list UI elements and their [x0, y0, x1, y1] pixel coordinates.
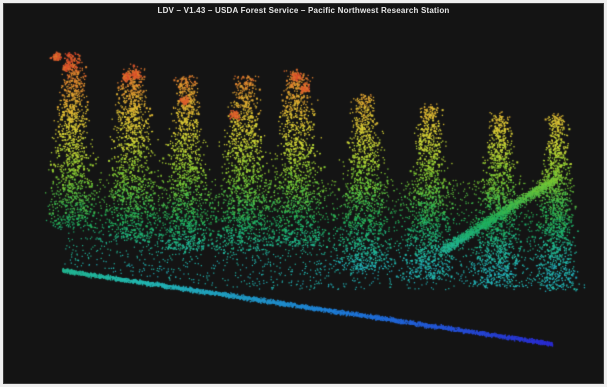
lidar-point-cloud[interactable] [4, 4, 603, 383]
point-cloud-viewport[interactable]: LDV – V1.43 – USDA Forest Service – Paci… [3, 3, 604, 384]
window-title: LDV – V1.43 – USDA Forest Service – Paci… [157, 6, 450, 15]
